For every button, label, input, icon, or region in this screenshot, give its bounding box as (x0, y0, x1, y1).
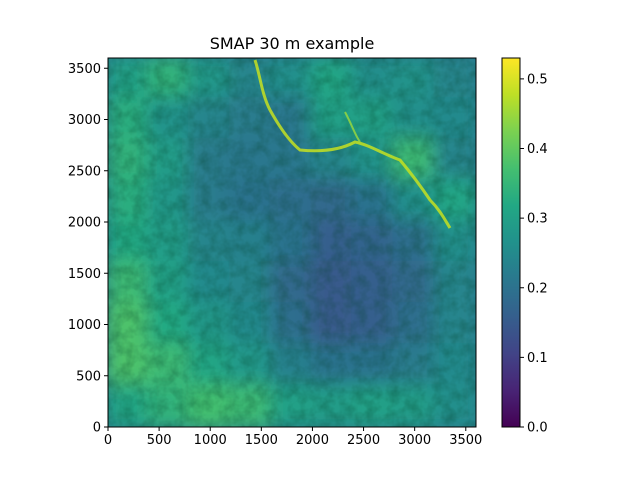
y-tick-label: 3500 (68, 62, 101, 77)
x-tick-label: 2000 (296, 433, 329, 448)
river-feature (253, 59, 452, 229)
x-axis: 0 500 1000 1500 2000 2500 3000 3500 (104, 427, 482, 448)
colorbar-tick-label: 0.0 (527, 421, 548, 436)
y-tick-label: 3000 (68, 113, 101, 128)
x-tick-label: 3000 (398, 433, 431, 448)
y-axis: 0 500 1000 1500 2000 2500 3000 3500 (68, 62, 108, 436)
plot-area (108, 58, 476, 427)
colorbar-tick-label: 0.2 (527, 281, 548, 296)
y-tick-label: 0 (93, 421, 101, 436)
chart-title: SMAP 30 m example (210, 34, 375, 53)
colorbar-axis: 0.0 0.1 0.2 0.3 0.4 0.5 (520, 72, 548, 436)
x-tick-label: 1000 (194, 433, 227, 448)
y-tick-label: 1000 (68, 318, 101, 333)
y-tick-label: 2000 (68, 216, 101, 231)
x-tick-label: 2500 (347, 433, 380, 448)
colorbar-tick-label: 0.3 (527, 212, 548, 227)
x-tick-label: 1500 (245, 433, 278, 448)
x-tick-label: 3500 (449, 433, 482, 448)
colorbar-tick-label: 0.1 (527, 351, 548, 366)
plot-frame (107, 57, 477, 428)
colorbar (501, 57, 521, 428)
y-tick-label: 1500 (68, 267, 101, 282)
stream-feature (344, 111, 361, 143)
y-tick-label: 2500 (68, 164, 101, 179)
texture-overlay (108, 58, 476, 427)
y-tick-label: 500 (76, 369, 101, 384)
colorbar-tick-label: 0.4 (527, 142, 548, 157)
colorbar-tick-label: 0.5 (527, 72, 548, 87)
x-tick-label: 0 (104, 433, 112, 448)
x-tick-label: 500 (147, 433, 172, 448)
